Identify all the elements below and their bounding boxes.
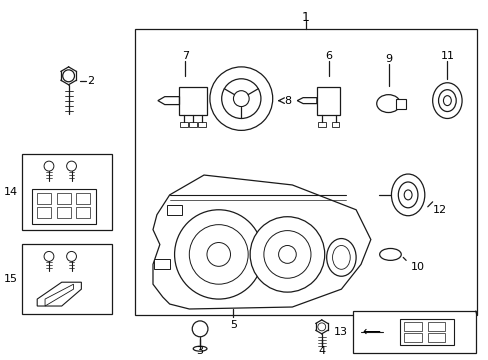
Bar: [198, 122, 205, 127]
Circle shape: [44, 251, 54, 261]
Text: 11: 11: [440, 51, 453, 61]
Circle shape: [192, 321, 207, 337]
Bar: [331, 122, 339, 127]
Text: 4: 4: [318, 346, 325, 356]
Bar: [154, 260, 169, 269]
Bar: [37, 207, 51, 218]
Circle shape: [66, 161, 76, 171]
Circle shape: [317, 323, 325, 331]
Ellipse shape: [432, 83, 461, 118]
Circle shape: [233, 91, 249, 107]
Bar: [135, 29, 476, 315]
Ellipse shape: [443, 96, 450, 105]
Text: 15: 15: [3, 274, 18, 284]
Circle shape: [44, 161, 54, 171]
Bar: [400, 319, 453, 345]
Bar: [32, 189, 96, 224]
Text: 9: 9: [384, 54, 391, 64]
Text: 12: 12: [431, 205, 446, 215]
Bar: [57, 207, 70, 218]
Bar: [37, 193, 51, 204]
Circle shape: [221, 79, 261, 118]
Text: 14: 14: [3, 187, 18, 197]
Text: 6: 6: [325, 51, 331, 61]
Bar: [427, 333, 445, 342]
Text: 13: 13: [334, 327, 347, 337]
Text: 2: 2: [87, 76, 95, 86]
Bar: [396, 99, 406, 109]
Ellipse shape: [398, 182, 417, 208]
Circle shape: [264, 231, 310, 278]
Circle shape: [206, 243, 230, 266]
Bar: [352, 311, 475, 353]
Text: ⟵: ⟵: [361, 325, 379, 338]
Bar: [166, 205, 182, 215]
Circle shape: [209, 67, 272, 130]
Bar: [57, 193, 70, 204]
Bar: [180, 122, 188, 127]
Bar: [427, 322, 445, 331]
Ellipse shape: [379, 248, 401, 260]
Circle shape: [189, 225, 248, 284]
Ellipse shape: [332, 246, 349, 269]
Ellipse shape: [326, 239, 355, 276]
Text: 5: 5: [229, 320, 237, 330]
Circle shape: [62, 70, 74, 82]
Ellipse shape: [193, 346, 206, 351]
Circle shape: [250, 217, 324, 292]
Text: 8: 8: [284, 96, 290, 105]
Text: 1: 1: [302, 11, 309, 24]
Bar: [404, 322, 421, 331]
Circle shape: [174, 210, 263, 299]
Bar: [22, 154, 112, 230]
Bar: [317, 122, 325, 127]
Ellipse shape: [391, 174, 424, 216]
Bar: [404, 333, 421, 342]
Ellipse shape: [404, 190, 411, 200]
Bar: [316, 87, 340, 114]
Bar: [22, 244, 112, 314]
Bar: [179, 87, 206, 114]
Ellipse shape: [438, 90, 455, 112]
Circle shape: [278, 246, 296, 264]
Text: 10: 10: [410, 262, 424, 272]
Bar: [76, 193, 90, 204]
Text: 7: 7: [182, 51, 188, 61]
Ellipse shape: [376, 95, 400, 113]
Bar: [189, 122, 197, 127]
Bar: [76, 207, 90, 218]
Text: 3: 3: [196, 346, 203, 356]
Circle shape: [66, 251, 76, 261]
